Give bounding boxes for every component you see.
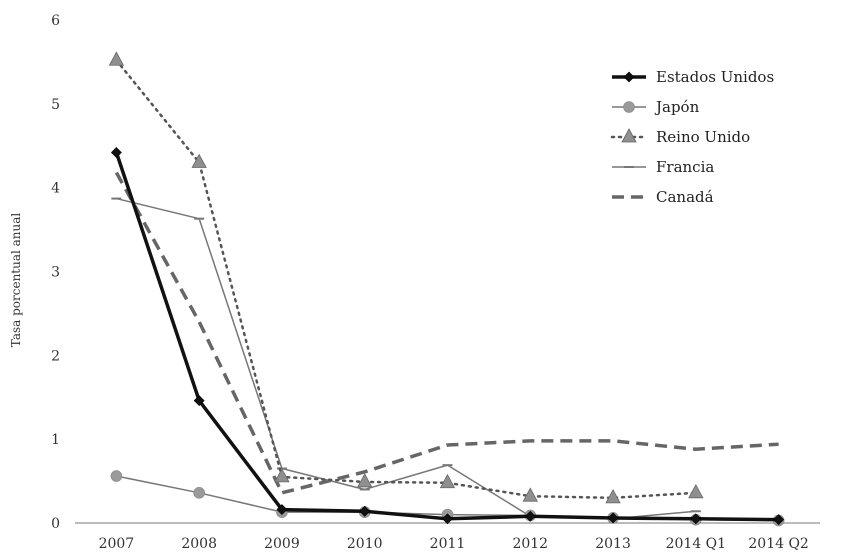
y-axis-label: Tasa porcentual anual — [9, 213, 23, 348]
series-1-point — [110, 470, 123, 482]
y-tick-label: 3 — [51, 265, 60, 281]
series-2-point — [688, 483, 704, 499]
y-tick-label: 5 — [51, 97, 60, 113]
series-2-point — [274, 468, 290, 483]
series-2-point — [191, 153, 207, 168]
x-tick-label: 2008 — [181, 536, 217, 552]
series-0-point — [276, 504, 288, 516]
legend-item-3: Francia — [612, 158, 714, 176]
x-tick-label: 2007 — [99, 536, 135, 552]
x-tick-label: 2014 Q2 — [748, 536, 808, 552]
series-2-point — [108, 51, 125, 66]
legend-item-2-point — [621, 128, 637, 143]
series-2 — [108, 51, 704, 504]
series-2-point — [522, 487, 538, 502]
series-4 — [114, 171, 779, 495]
legend-item-4: Canadá — [612, 188, 714, 206]
legend-item-0-label: Estados Unidos — [656, 68, 774, 86]
series-0-point — [193, 395, 205, 407]
series-3 — [111, 197, 701, 520]
y-tick-label: 2 — [51, 348, 60, 364]
y-tick-label: 6 — [51, 13, 60, 29]
x-tick-label: 2013 — [595, 536, 631, 552]
legend-item-3-label: Francia — [656, 158, 714, 176]
x-tick-label: 2014 Q1 — [666, 536, 726, 552]
series-0-point — [110, 147, 122, 158]
legend-item-1-point — [623, 101, 635, 113]
series-2-point — [439, 473, 456, 489]
series-0-point — [359, 505, 371, 517]
series-0-point — [690, 513, 702, 525]
series-2-line — [115, 58, 698, 500]
legend: Estados Unidos Japón Reino Unido Francia Can… — [610, 68, 774, 206]
y-tick-label: 1 — [51, 432, 60, 448]
y-tick-label: 0 — [51, 516, 60, 532]
y-tick-labels: 0 1 2 3 4 5 6 — [51, 13, 60, 532]
series-0-point — [442, 513, 453, 525]
series-layer — [108, 51, 785, 527]
legend-item-4-label: Canadá — [656, 188, 714, 206]
x-tick-labels: 2007 2008 2009 2010 2011 2012 2013 2014 Q1 2014 … — [99, 536, 809, 552]
legend-item-1: Japón — [612, 98, 700, 116]
series-0-point — [524, 510, 536, 522]
x-tick-label: 2011 — [430, 536, 466, 552]
series-1-point — [193, 487, 205, 499]
series-0-point — [607, 512, 619, 524]
x-tick-label: 2009 — [264, 536, 300, 552]
legend-item-2-label: Reino Unido — [656, 128, 750, 146]
series-3-line — [116, 197, 696, 520]
legend-item-1-label: Japón — [654, 98, 700, 116]
legend-item-0-point — [623, 71, 635, 83]
y-tick-label: 4 — [51, 181, 60, 197]
series-2-point — [605, 489, 621, 504]
legend-item-2: Reino Unido — [610, 128, 750, 146]
series-0-point — [773, 514, 785, 526]
x-tick-label: 2010 — [347, 536, 383, 552]
legend-item-0: Estados Unidos — [612, 68, 774, 86]
series-2-point — [357, 473, 373, 488]
x-tick-label: 2012 — [512, 536, 548, 552]
series-0 — [110, 147, 785, 526]
series-4-line — [114, 171, 779, 495]
